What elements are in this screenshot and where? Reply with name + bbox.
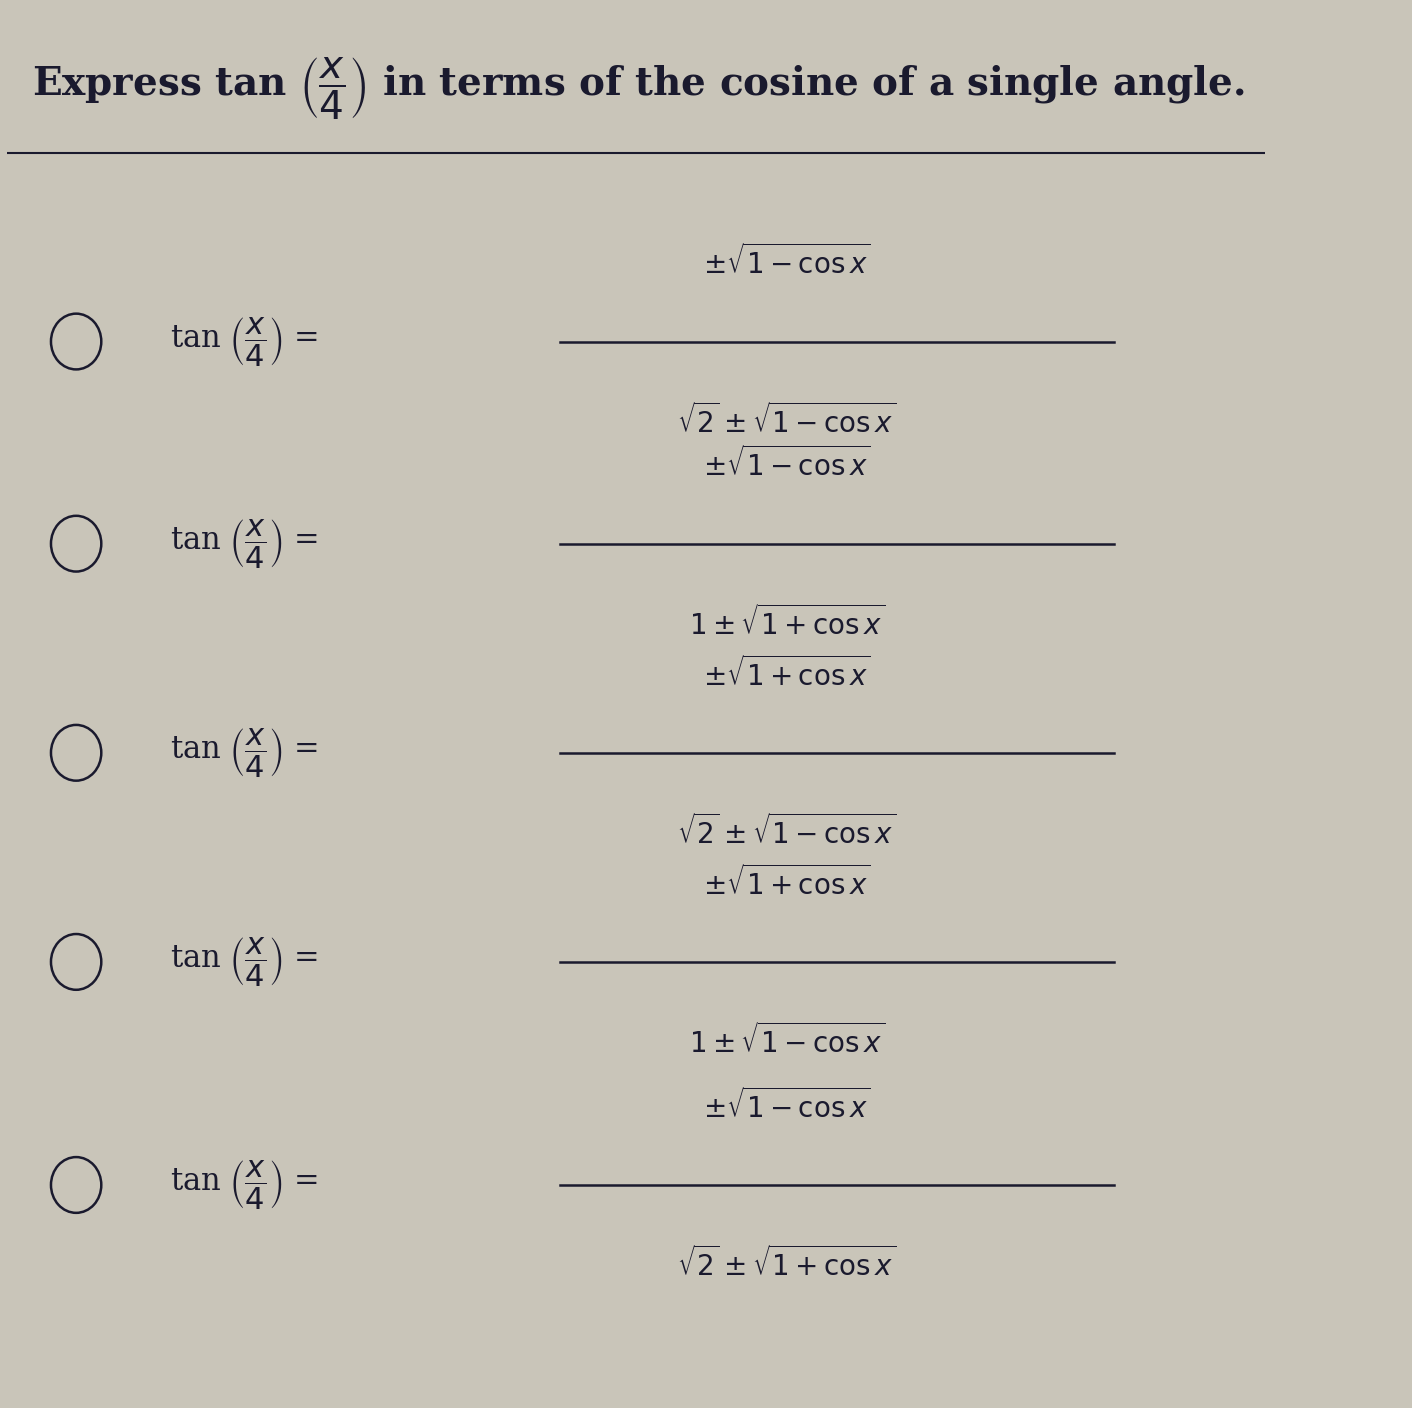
Text: $\pm\sqrt{1+\cos x}$: $\pm\sqrt{1+\cos x}$ (703, 865, 871, 901)
Text: tan $\left(\dfrac{x}{4}\right)$ =: tan $\left(\dfrac{x}{4}\right)$ = (171, 935, 318, 988)
Text: Express tan $\left(\dfrac{x}{4}\right)$ in terms of the cosine of a single angle: Express tan $\left(\dfrac{x}{4}\right)$ … (32, 56, 1244, 122)
Text: $\sqrt{2}\pm\sqrt{1-\cos x}$: $\sqrt{2}\pm\sqrt{1-\cos x}$ (676, 814, 897, 850)
Text: tan $\left(\dfrac{x}{4}\right)$ =: tan $\left(\dfrac{x}{4}\right)$ = (171, 727, 318, 779)
Text: $1\pm\sqrt{1+\cos x}$: $1\pm\sqrt{1+\cos x}$ (689, 605, 885, 641)
Text: $\sqrt{2}\pm\sqrt{1-\cos x}$: $\sqrt{2}\pm\sqrt{1-\cos x}$ (676, 403, 897, 439)
Text: $\sqrt{2}\pm\sqrt{1+\cos x}$: $\sqrt{2}\pm\sqrt{1+\cos x}$ (676, 1246, 897, 1283)
Text: tan $\left(\dfrac{x}{4}\right)$ =: tan $\left(\dfrac{x}{4}\right)$ = (171, 315, 318, 367)
Text: $\pm\sqrt{1-\cos x}$: $\pm\sqrt{1-\cos x}$ (703, 1088, 871, 1124)
Text: tan $\left(\dfrac{x}{4}\right)$ =: tan $\left(\dfrac{x}{4}\right)$ = (171, 1159, 318, 1211)
Text: $\pm\sqrt{1-\cos x}$: $\pm\sqrt{1-\cos x}$ (703, 245, 871, 280)
Text: $\pm\sqrt{1-\cos x}$: $\pm\sqrt{1-\cos x}$ (703, 446, 871, 483)
Text: $1\pm\sqrt{1-\cos x}$: $1\pm\sqrt{1-\cos x}$ (689, 1024, 885, 1059)
Text: tan $\left(\dfrac{x}{4}\right)$ =: tan $\left(\dfrac{x}{4}\right)$ = (171, 517, 318, 570)
Text: $\pm\sqrt{1+\cos x}$: $\pm\sqrt{1+\cos x}$ (703, 656, 871, 691)
